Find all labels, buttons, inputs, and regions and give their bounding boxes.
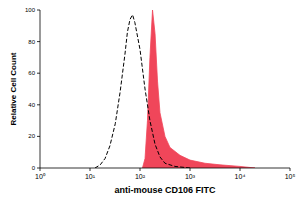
y-tick-label: 0	[32, 165, 36, 171]
y-tick	[37, 73, 40, 74]
x-tick-label: 10¹	[85, 173, 96, 180]
histogram-line	[95, 15, 190, 168]
x-tick-label: 10⁰	[35, 173, 46, 180]
x-axis-label: anti-mouse CD106 FITC	[114, 185, 216, 195]
y-tick-label: 40	[28, 102, 35, 108]
y-tick	[37, 168, 40, 169]
x-tick-label: 10³	[185, 173, 196, 180]
y-tick	[37, 41, 40, 42]
y-tick-label: 20	[28, 133, 35, 139]
y-axis-label: Relative Cell Count	[9, 52, 18, 125]
x-tick	[240, 168, 241, 171]
x-tick	[190, 168, 191, 171]
y-tick	[37, 136, 40, 137]
x-tick	[290, 168, 291, 171]
y-tick-label: 100	[25, 7, 36, 13]
y-axis	[40, 10, 41, 168]
plot-area	[95, 10, 255, 168]
x-tick-label: 10⁵	[285, 173, 296, 180]
x-tick-label: 10⁴	[235, 173, 246, 180]
y-tick	[37, 104, 40, 105]
y-tick-label: 60	[28, 70, 35, 76]
y-tick	[37, 10, 40, 11]
x-tick	[140, 168, 141, 171]
x-tick-label: 10²	[135, 173, 146, 180]
x-tick	[40, 168, 41, 171]
y-tick-label: 80	[28, 39, 35, 45]
histogram-area	[142, 10, 255, 168]
chart: 0 20 40 60 80 100 10⁰ 10¹ 10² 10³ 10⁴ 10⁵ anti-mouse…	[0, 0, 300, 200]
x-tick	[90, 168, 91, 171]
x-axis	[40, 168, 290, 169]
